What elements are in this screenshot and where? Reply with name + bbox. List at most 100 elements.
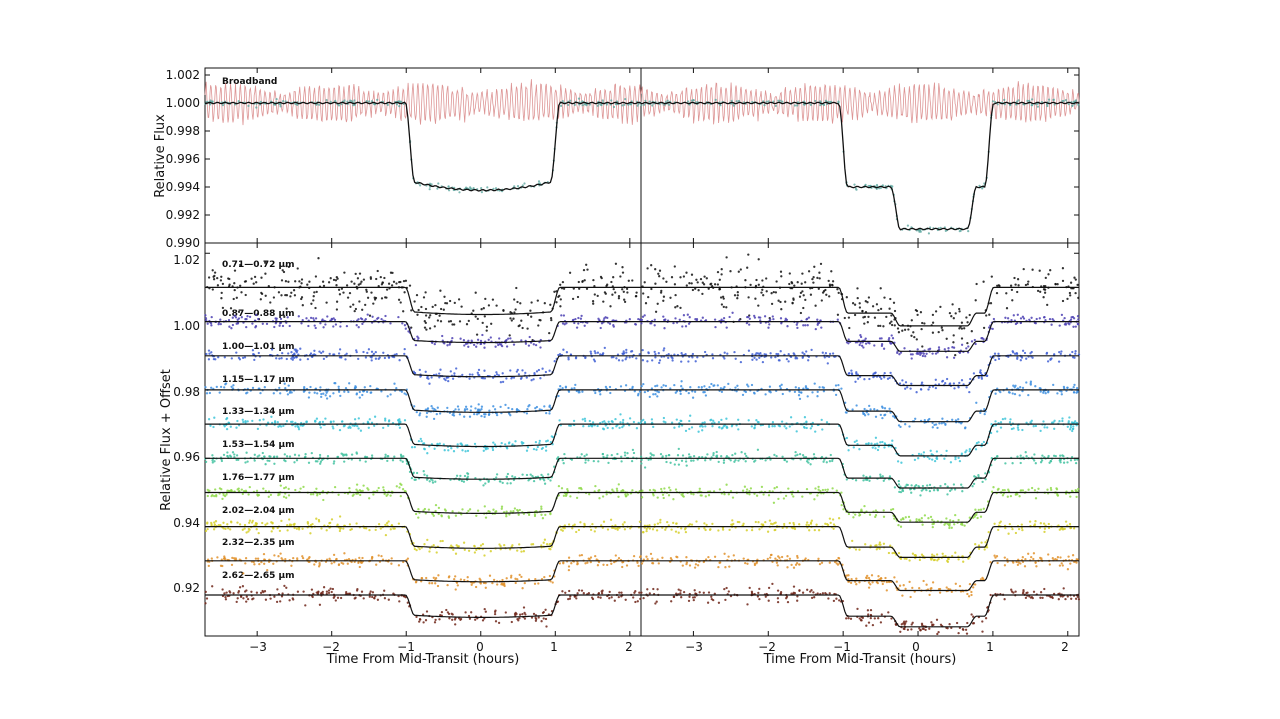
spectral-data-point [507,337,510,340]
spectral-data-point [1030,316,1033,319]
spectral-data-point [466,475,470,478]
spectral-data-point [345,454,348,457]
spectral-data-point [494,345,497,348]
spectral-data-point [715,455,719,459]
spectral-data-point [920,453,923,456]
spectral-data-point [887,551,891,555]
spectral-data-point [606,563,609,567]
spectral-data-point [725,306,728,309]
spectral-data-point [952,341,955,344]
spectral-data-point [457,298,461,301]
spectral-data-point [530,379,533,382]
spectral-data-point [217,356,220,359]
spectral-data-point [809,521,813,524]
spectral-data-point [847,449,850,452]
spectral-data-point [629,527,632,530]
spectral-model-line [641,286,1079,327]
spectral-data-point [617,495,620,498]
spectral-data-point [395,282,398,285]
spectral-data-point [722,305,725,309]
spectral-data-point [414,478,417,481]
spectral-data-point [801,272,804,275]
spectral-data-point [824,488,827,492]
spectral-data-point [508,548,512,551]
spectral-data-point [541,517,545,520]
spectral-data-point [837,383,840,387]
spectral-data-point [333,485,337,489]
spectral-data-point [467,339,470,342]
spectral-data-point [900,518,903,521]
spectral-data-point [1070,455,1074,459]
spectral-data-point [906,386,909,389]
spectral-data-point [314,306,317,310]
spectral-data-point [674,317,677,320]
spectral-data-point [357,357,360,361]
spectral-data-point [975,282,978,286]
spectral-data-point [434,503,438,507]
spectral-data-point [449,320,453,323]
spectral-data-point [725,425,728,428]
broadband-data-point [651,104,654,107]
spectral-data-point [503,584,506,588]
spectral-data-point [730,523,733,526]
spectral-data-point [244,280,248,283]
spectral-data-point [647,295,650,299]
broadband-data-point [573,103,576,106]
spectral-data-point [292,356,296,360]
spectral-data-point [717,420,721,424]
spectral-data-point [816,390,819,394]
broadband-data-point [640,104,643,107]
spectral-data-point [888,376,891,380]
spectral-data-point [352,303,355,306]
spectral-data-point [316,392,319,395]
spectral-data-point [345,284,349,287]
spectral-data-point [837,291,840,295]
spectral-data-point [855,404,858,407]
spectral-data-point [939,305,942,309]
spectral-data-point [225,417,228,421]
spectral-data-point [305,420,308,423]
spectral-data-point [534,343,538,347]
spectral-data-point [1017,284,1020,287]
spectral-data-point [258,419,261,422]
spectral-data-point [337,288,341,291]
spectral-data-point [541,367,544,370]
spectral-data-point [695,278,698,281]
spectral-data-point [601,427,605,430]
spectral-data-point [907,515,911,519]
spectral-data-point [520,575,523,579]
spectral-data-point [373,296,376,299]
spectral-data-point [795,323,798,326]
spectral-data-point [822,390,826,393]
spectral-data-point [728,315,731,319]
spectral-data-point [957,418,960,421]
spectral-data-point [458,413,462,416]
spectral-data-point [899,425,902,429]
spectral-data-point [418,414,421,417]
spectral-data-point [795,430,798,433]
spectral-data-point [793,284,796,287]
spectral-data-point [425,415,428,418]
broadband-data-point [781,100,784,103]
spectral-data-point [322,392,325,395]
spectral-data-point [736,294,739,297]
spectral-data-point [813,382,816,385]
spectral-data-point [548,412,551,415]
spectral-data-point [403,392,406,395]
spectral-data-point [483,369,486,372]
spectral-data-point [230,327,233,330]
spectral-data-point [773,522,776,525]
spectral-data-point [549,580,552,583]
spectral-data-point [223,356,226,359]
spectral-data-point [219,279,223,282]
spectral-data-point [664,318,667,321]
broadband-data-point [612,105,616,109]
spectral-data-point [1061,454,1064,457]
spectral-data-point [936,559,939,562]
spectral-data-point [647,458,650,461]
spectral-data-point [940,422,943,425]
spectral-data-point [851,539,854,543]
spectral-data-point [641,348,644,352]
spectral-data-point [784,494,788,498]
spectral-data-point [422,296,426,299]
